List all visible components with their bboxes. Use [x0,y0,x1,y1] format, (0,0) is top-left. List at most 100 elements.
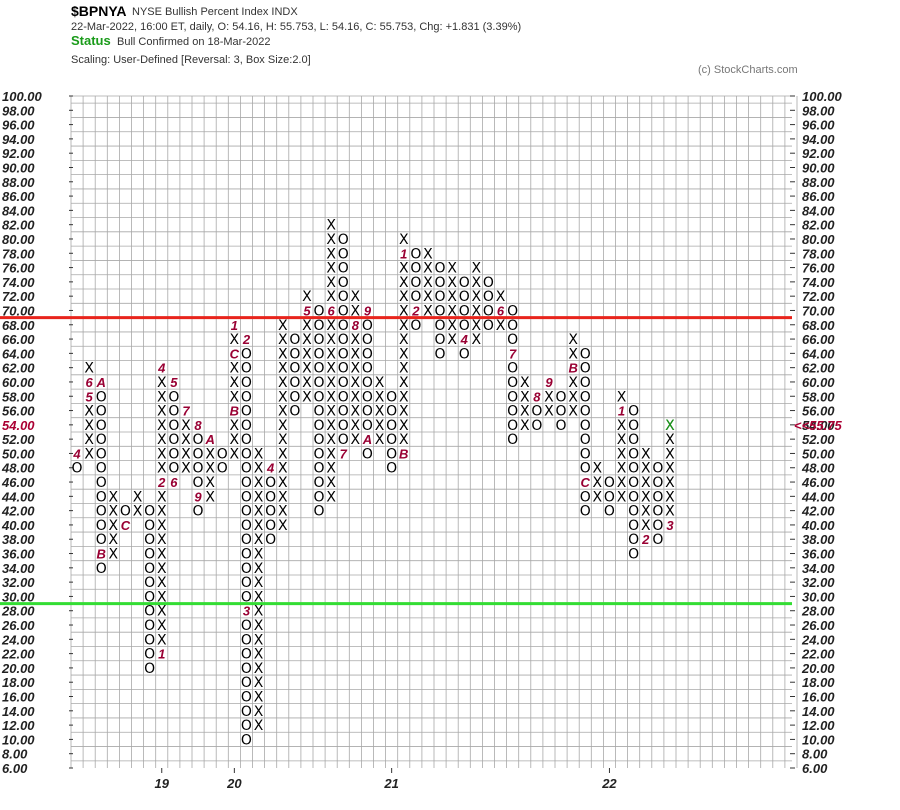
x-mark: X [568,346,578,362]
o-mark: O [483,303,494,319]
x-mark: X [665,432,675,448]
x-mark: X [278,432,288,448]
o-mark: O [604,475,615,491]
x-mark: X [665,446,675,462]
x-mark: X [665,461,675,477]
x-mark: X [254,690,264,706]
x-mark: X [254,618,264,634]
x-mark: X [278,318,288,334]
o-mark: O [338,361,349,377]
o-mark: O [241,690,252,706]
x-tick-label: 20 [226,776,242,791]
o-mark: O [144,661,155,677]
month-marker: 4 [266,461,275,476]
o-mark: O [580,418,591,434]
month-marker: 5 [303,303,311,318]
o-mark: O [289,361,300,377]
y-tick-label-right: 22.00 [801,647,835,662]
x-mark: X [496,289,506,305]
o-mark: O [628,404,639,420]
month-marker: 5 [170,375,178,390]
x-mark: X [157,432,167,448]
o-mark: O [362,361,373,377]
x-mark: X [254,518,264,534]
o-mark: O [507,318,518,334]
o-mark: O [241,418,252,434]
o-mark: O [338,303,349,319]
o-mark: O [362,346,373,362]
x-mark: X [109,547,119,563]
y-tick-label-right: 58.00 [802,389,835,404]
o-mark: O [144,589,155,605]
o-mark: O [96,446,107,462]
x-mark: X [351,332,361,348]
y-tick-label-left: 38.00 [2,532,35,547]
x-mark: X [109,489,119,505]
x-mark: X [399,232,409,248]
y-tick-label-right: 50.00 [802,446,835,461]
o-mark: O [96,475,107,491]
x-mark: X [254,489,264,505]
y-tick-label-right: 18.00 [802,675,835,690]
o-mark: O [628,418,639,434]
x-mark: X [278,504,288,520]
o-mark: O [652,461,663,477]
x-mark: X [254,504,264,520]
y-tick-label-right: 80.00 [802,232,835,247]
month-marker: 6 [170,475,178,490]
y-tick-label-left: 34.00 [2,561,35,576]
status-label: Status [71,33,111,48]
x-mark: X [617,489,627,505]
x-mark: X [641,461,651,477]
o-mark: O [483,318,494,334]
month-marker: 6 [328,303,336,318]
month-marker: B [399,446,408,461]
o-mark: O [314,389,325,405]
x-mark: X [84,418,94,434]
y-tick-label-right: 48.00 [801,461,835,476]
o-mark: O [628,461,639,477]
month-marker: 8 [194,418,202,433]
o-mark: O [338,375,349,391]
y-tick-label-right: 8.00 [802,747,828,762]
month-marker: 4 [460,332,469,347]
o-mark: O [580,389,591,405]
y-tick-label-left: 80.00 [2,232,35,247]
o-mark: O [289,375,300,391]
x-mark: X [399,375,409,391]
o-mark: O [628,446,639,462]
o-mark: O [338,418,349,434]
symbol-title: $BPNYA [71,3,127,19]
o-mark: O [314,303,325,319]
o-mark: O [96,561,107,577]
o-mark: O [459,303,470,319]
x-mark: X [254,604,264,620]
o-mark: O [580,446,591,462]
x-mark: X [278,518,288,534]
month-marker: B [230,404,239,419]
month-marker: C [121,518,131,533]
y-tick-label-right: 68.00 [802,318,835,333]
x-mark: X [399,404,409,420]
o-mark: O [580,404,591,420]
month-marker: 1 [618,404,625,419]
o-mark: O [241,647,252,663]
o-mark: O [338,346,349,362]
o-mark: O [314,318,325,334]
x-mark: X [230,389,240,405]
o-mark: O [362,404,373,420]
x-mark: X [617,432,627,448]
x-mark: X [447,289,457,305]
o-mark: O [96,489,107,505]
y-tick-label-left: 22.00 [1,647,35,662]
y-tick-label-left: 76.00 [2,261,35,276]
o-mark: O [507,432,518,448]
o-mark: O [507,389,518,405]
x-mark: X [230,332,240,348]
x-mark: X [665,475,675,491]
month-marker: 7 [340,446,348,461]
y-tick-label-left: 46.00 [1,475,35,490]
y-tick-label-left: 86.00 [2,189,35,204]
o-mark: O [435,318,446,334]
symbol-name: NYSE Bullish Percent Index INDX [132,6,298,18]
